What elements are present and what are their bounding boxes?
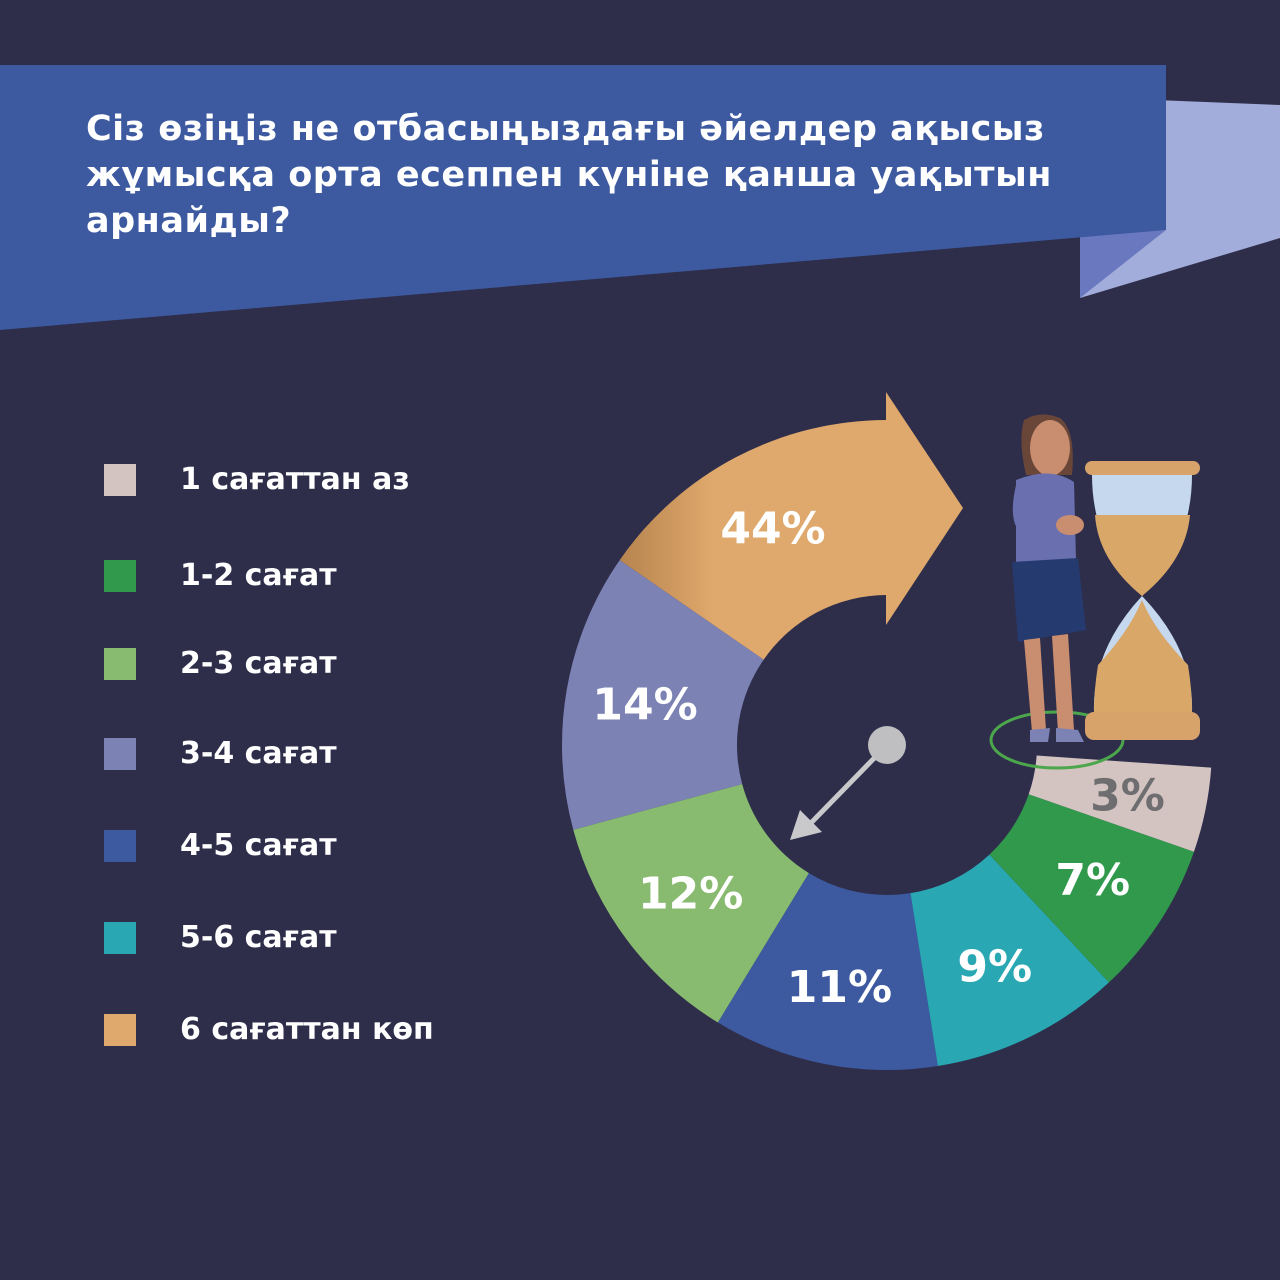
legend-item-more-than-6-hours: 6 сағаттан көп (104, 1010, 524, 1050)
legend-item-2-3-hours: 2-3 сағат (104, 644, 524, 684)
segment-value-label: 3% (1090, 770, 1165, 821)
donut-segments (562, 420, 1212, 1070)
segment-value-label: 14% (592, 679, 697, 730)
legend-swatch (104, 464, 136, 496)
donut-segment-4-5 сағат (717, 873, 938, 1070)
woman-with-hourglass-illustration (989, 414, 1200, 770)
legend-label: 3-4 сағат (180, 736, 337, 771)
legend-label: 6 сағаттан көп (180, 1012, 434, 1047)
legend-swatch (104, 738, 136, 770)
segment-value-label: 11% (787, 962, 892, 1013)
hourglass-icon (1085, 461, 1200, 740)
donut-segment-2-3 сағат (573, 784, 809, 1023)
legend-label: 1 сағаттан аз (180, 462, 410, 497)
segment-value-label: 44% (720, 504, 825, 555)
donut-segment-6 сағаттан көп (619, 420, 887, 660)
legend-swatch (104, 648, 136, 680)
segment-value-label: 9% (957, 942, 1032, 993)
segment-labels: 44% 14% 12% 11% 9% 7% 3% (592, 504, 1164, 1013)
banner-fold-shadow (1080, 230, 1166, 298)
title-line-3: арнайды? (86, 201, 292, 241)
legend-item-5-6-hours: 5-6 сағат (104, 918, 524, 958)
clock-hand-icon (790, 726, 906, 840)
donut-segment-3-4 сағат (562, 560, 764, 830)
legend-label: 1-2 сағат (180, 558, 337, 593)
chart-title: Сіз өзіңіз не отбасыңыздағы әйелдер ақыс… (86, 106, 1086, 244)
legend-item-4-5-hours: 4-5 сағат (104, 826, 524, 866)
legend-label: 4-5 сағат (180, 828, 337, 863)
donut-segment-1-2 сағат (989, 794, 1194, 983)
woman-figure-icon (1012, 414, 1086, 742)
legend-item-1-2-hours: 1-2 сағат (104, 556, 524, 596)
segment-value-label: 12% (638, 868, 743, 919)
legend-swatch (104, 560, 136, 592)
legend-swatch (104, 922, 136, 954)
title-line-1: Сіз өзіңіз не отбасыңыздағы әйелдер ақыс… (86, 109, 1045, 149)
ring-arrow-head (886, 392, 963, 625)
legend-item-less-than-1-hour: 1 сағаттан аз (104, 460, 524, 500)
title-line-2: жұмысқа орта есеппен күніне қанша уақыты… (86, 155, 1052, 195)
legend-label: 2-3 сағат (180, 646, 337, 681)
legend-label: 5-6 сағат (180, 920, 337, 955)
legend-swatch (104, 1014, 136, 1046)
donut-segment-1 сағаттан аз (1028, 755, 1212, 852)
legend-item-3-4-hours: 3-4 сағат (104, 734, 524, 774)
legend-swatch (104, 830, 136, 862)
donut-segment-5-6 сағат (910, 854, 1109, 1066)
segment-value-label: 7% (1055, 855, 1130, 906)
banner-main (0, 65, 1166, 330)
